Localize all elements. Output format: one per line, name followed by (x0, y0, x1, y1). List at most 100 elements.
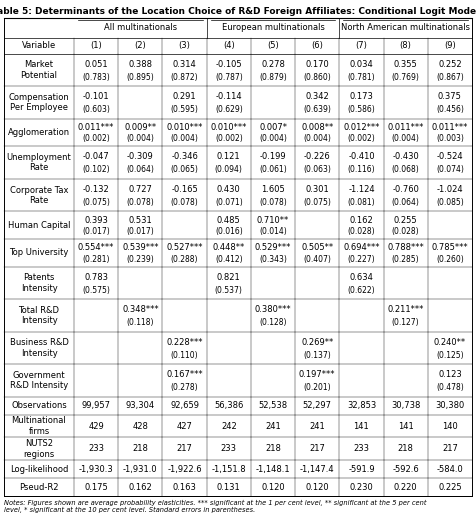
Text: 0.485: 0.485 (217, 216, 241, 225)
Text: -1.124: -1.124 (348, 185, 375, 194)
Text: (7): (7) (356, 41, 367, 50)
Text: (0.227): (0.227) (347, 254, 375, 264)
Text: -0.132: -0.132 (83, 185, 109, 194)
Text: 0.448**: 0.448** (213, 244, 245, 252)
Text: 218: 218 (398, 444, 414, 454)
Text: (8): (8) (400, 41, 412, 50)
Text: (0.028): (0.028) (347, 227, 375, 236)
Text: -1,930.3: -1,930.3 (79, 465, 113, 474)
Text: 141: 141 (398, 422, 414, 430)
Text: -0.410: -0.410 (348, 152, 375, 162)
Text: 0.228***: 0.228*** (166, 337, 203, 347)
Text: (0.288): (0.288) (171, 254, 198, 264)
Text: 0.240**: 0.240** (434, 337, 466, 347)
Text: (0.116): (0.116) (347, 165, 375, 174)
Text: (0.016): (0.016) (215, 227, 243, 236)
Text: -0.199: -0.199 (260, 152, 286, 162)
Text: North American multinationals: North American multinationals (341, 23, 470, 33)
Text: (0.075): (0.075) (303, 198, 331, 207)
Text: -0.101: -0.101 (83, 92, 109, 101)
Text: -1,151.8: -1,151.8 (211, 465, 246, 474)
Text: 0.788***: 0.788*** (387, 244, 424, 252)
Text: (0.102): (0.102) (82, 165, 110, 174)
Text: (0.128): (0.128) (259, 318, 287, 327)
Text: (0.074): (0.074) (436, 165, 464, 174)
Text: (0.260): (0.260) (436, 254, 464, 264)
Text: (0.004): (0.004) (392, 134, 420, 143)
Text: 0.301: 0.301 (305, 185, 329, 194)
Text: 0.197***: 0.197*** (299, 370, 336, 379)
Text: (0.118): (0.118) (127, 318, 154, 327)
Text: (0.078): (0.078) (259, 198, 287, 207)
Text: 30,380: 30,380 (435, 401, 465, 410)
Text: (4): (4) (223, 41, 235, 50)
Text: 242: 242 (221, 422, 237, 430)
Text: (6): (6) (311, 41, 323, 50)
Text: 30,738: 30,738 (391, 401, 420, 410)
Text: Business R&D
Intensity: Business R&D Intensity (10, 338, 69, 358)
Text: 0.529***: 0.529*** (255, 244, 291, 252)
Text: (0.071): (0.071) (215, 198, 243, 207)
Text: -0.760: -0.760 (392, 185, 419, 194)
Text: (0.081): (0.081) (347, 198, 375, 207)
Text: (0.078): (0.078) (171, 198, 198, 207)
Text: -0.047: -0.047 (83, 152, 109, 162)
Text: 0.010***: 0.010*** (210, 123, 247, 132)
Text: Pseud-R2: Pseud-R2 (19, 482, 59, 492)
Text: (0.017): (0.017) (82, 227, 110, 236)
Text: 233: 233 (88, 444, 104, 454)
Text: (0.002): (0.002) (82, 134, 110, 143)
Text: (5): (5) (267, 41, 279, 50)
Text: 0.011***: 0.011*** (432, 123, 468, 132)
Text: (0.002): (0.002) (347, 134, 375, 143)
Text: 0.727: 0.727 (129, 185, 152, 194)
Text: 32,853: 32,853 (347, 401, 376, 410)
Text: -1,148.1: -1,148.1 (256, 465, 290, 474)
Text: (0.278): (0.278) (171, 383, 198, 392)
Text: -0.524: -0.524 (436, 152, 463, 162)
Text: (0.783): (0.783) (82, 73, 110, 82)
Text: Variable: Variable (22, 41, 56, 50)
Text: (0.017): (0.017) (127, 227, 154, 236)
Text: (0.781): (0.781) (347, 73, 375, 82)
Text: (0.065): (0.065) (170, 165, 198, 174)
Text: 0.007*: 0.007* (259, 123, 287, 132)
Text: (0.110): (0.110) (171, 351, 198, 360)
Text: 99,957: 99,957 (81, 401, 110, 410)
Text: 217: 217 (309, 444, 325, 454)
Text: 0.355: 0.355 (394, 60, 417, 69)
Text: (0.094): (0.094) (215, 165, 243, 174)
Text: European multinationals: European multinationals (221, 23, 325, 33)
Text: 0.783: 0.783 (84, 272, 108, 282)
Text: 233: 233 (221, 444, 237, 454)
Text: -1,922.6: -1,922.6 (167, 465, 202, 474)
Text: (2): (2) (134, 41, 146, 50)
Text: (0.064): (0.064) (127, 165, 154, 174)
Text: (0.787): (0.787) (215, 73, 243, 82)
Text: (0.595): (0.595) (170, 105, 198, 114)
Text: 0.163: 0.163 (173, 482, 197, 492)
Text: 0.011***: 0.011*** (387, 123, 424, 132)
Text: (0.078): (0.078) (127, 198, 154, 207)
Text: 0.012***: 0.012*** (343, 123, 380, 132)
Text: 0.393: 0.393 (84, 216, 108, 225)
Text: 233: 233 (354, 444, 369, 454)
Text: (0.004): (0.004) (259, 134, 287, 143)
Text: (0.063): (0.063) (303, 165, 331, 174)
Text: 0.785***: 0.785*** (432, 244, 468, 252)
Text: -0.114: -0.114 (216, 92, 242, 101)
Text: 0.009**: 0.009** (124, 123, 157, 132)
Text: 0.121: 0.121 (217, 152, 240, 162)
Text: 0.120: 0.120 (261, 482, 285, 492)
Text: (0.281): (0.281) (82, 254, 110, 264)
Text: -0.430: -0.430 (392, 152, 419, 162)
Text: -0.346: -0.346 (171, 152, 198, 162)
Text: Market
Potential: Market Potential (20, 60, 58, 80)
Text: 0.554***: 0.554*** (78, 244, 114, 252)
Text: (0.629): (0.629) (215, 105, 243, 114)
Text: 0.278: 0.278 (261, 60, 285, 69)
Text: (0.068): (0.068) (392, 165, 419, 174)
Text: 92,659: 92,659 (170, 401, 199, 410)
Text: 0.131: 0.131 (217, 482, 241, 492)
Text: (0.028): (0.028) (392, 227, 419, 236)
